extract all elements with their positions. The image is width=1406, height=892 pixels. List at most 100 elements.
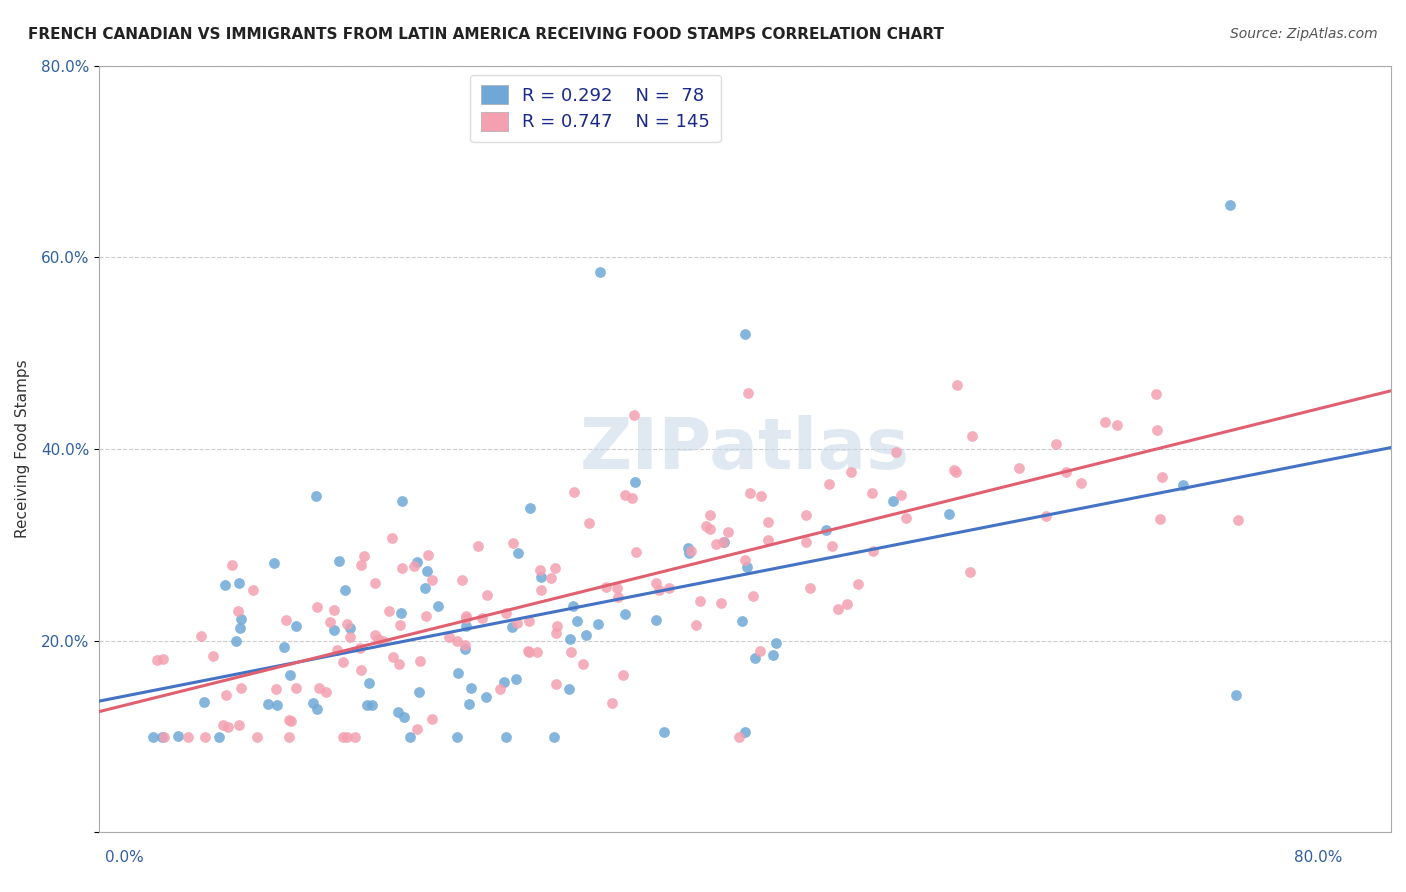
Point [382, 649, 405, 664]
Point [399, 730, 422, 744]
Point [762, 648, 785, 662]
Point [263, 556, 285, 570]
Point [420, 713, 443, 727]
Point [623, 408, 645, 422]
Point [1149, 512, 1171, 526]
Point [1226, 513, 1249, 527]
Point [474, 690, 496, 705]
Point [305, 600, 328, 615]
Point [546, 676, 568, 690]
Point [225, 633, 247, 648]
Point [226, 604, 249, 618]
Point [890, 488, 912, 502]
Point [278, 668, 301, 682]
Point [679, 544, 702, 558]
Point [529, 563, 551, 577]
Point [540, 571, 562, 585]
Point [945, 465, 967, 479]
Point [648, 583, 671, 598]
Y-axis label: Receiving Food Stamps: Receiving Food Stamps [15, 359, 30, 538]
Point [740, 486, 762, 500]
Point [416, 548, 439, 562]
Point [607, 590, 630, 604]
Point [454, 641, 477, 656]
Point [749, 489, 772, 503]
Point [454, 610, 477, 624]
Point [624, 475, 647, 489]
Point [600, 696, 623, 710]
Point [451, 573, 474, 587]
Point [467, 539, 489, 553]
Point [339, 621, 361, 635]
Point [502, 536, 524, 550]
Point [938, 508, 960, 522]
Point [644, 576, 666, 591]
Point [343, 730, 366, 744]
Point [560, 645, 582, 659]
Point [689, 593, 711, 607]
Point [426, 599, 449, 614]
Point [827, 602, 849, 616]
Point [1225, 689, 1247, 703]
Point [194, 730, 217, 744]
Point [835, 597, 858, 611]
Point [654, 724, 676, 739]
Point [323, 602, 346, 616]
Point [821, 539, 844, 553]
Point [278, 713, 301, 727]
Point [558, 682, 581, 697]
Point [530, 570, 553, 584]
Point [446, 634, 468, 648]
Point [546, 619, 568, 633]
Point [349, 640, 371, 655]
Point [228, 575, 250, 590]
Point [315, 685, 337, 699]
Point [846, 577, 869, 591]
Point [153, 730, 176, 744]
Point [446, 730, 468, 744]
Point [744, 651, 766, 665]
Point [505, 672, 527, 686]
Point [364, 628, 387, 642]
Point [794, 534, 817, 549]
Point [1218, 197, 1240, 211]
Point [371, 634, 394, 648]
Point [1150, 469, 1173, 483]
Point [446, 665, 468, 680]
Point [458, 697, 481, 711]
Point [389, 607, 412, 621]
Point [391, 561, 413, 575]
Point [416, 564, 439, 578]
Point [152, 730, 174, 744]
Point [322, 623, 344, 637]
Point [242, 583, 264, 598]
Point [839, 465, 862, 479]
Point [246, 730, 269, 744]
Point [214, 578, 236, 592]
Point [943, 462, 966, 476]
Point [657, 581, 679, 595]
Legend: R = 0.292    N =  78, R = 0.747    N = 145: R = 0.292 N = 78, R = 0.747 N = 145 [470, 75, 721, 142]
Point [561, 599, 583, 614]
Point [699, 508, 721, 523]
Point [1171, 478, 1194, 492]
Point [333, 582, 356, 597]
Point [404, 559, 426, 574]
Point [544, 625, 567, 640]
Point [388, 657, 411, 671]
Point [624, 545, 647, 559]
Point [284, 619, 307, 633]
Point [214, 689, 236, 703]
Point [862, 544, 884, 558]
Point [454, 638, 477, 652]
Point [302, 696, 325, 710]
Point [308, 681, 330, 695]
Point [606, 582, 628, 596]
Point [387, 705, 409, 719]
Point [506, 546, 529, 560]
Text: Source: ZipAtlas.com: Source: ZipAtlas.com [1230, 27, 1378, 41]
Point [475, 588, 498, 602]
Point [409, 655, 432, 669]
Point [413, 581, 436, 595]
Point [405, 556, 427, 570]
